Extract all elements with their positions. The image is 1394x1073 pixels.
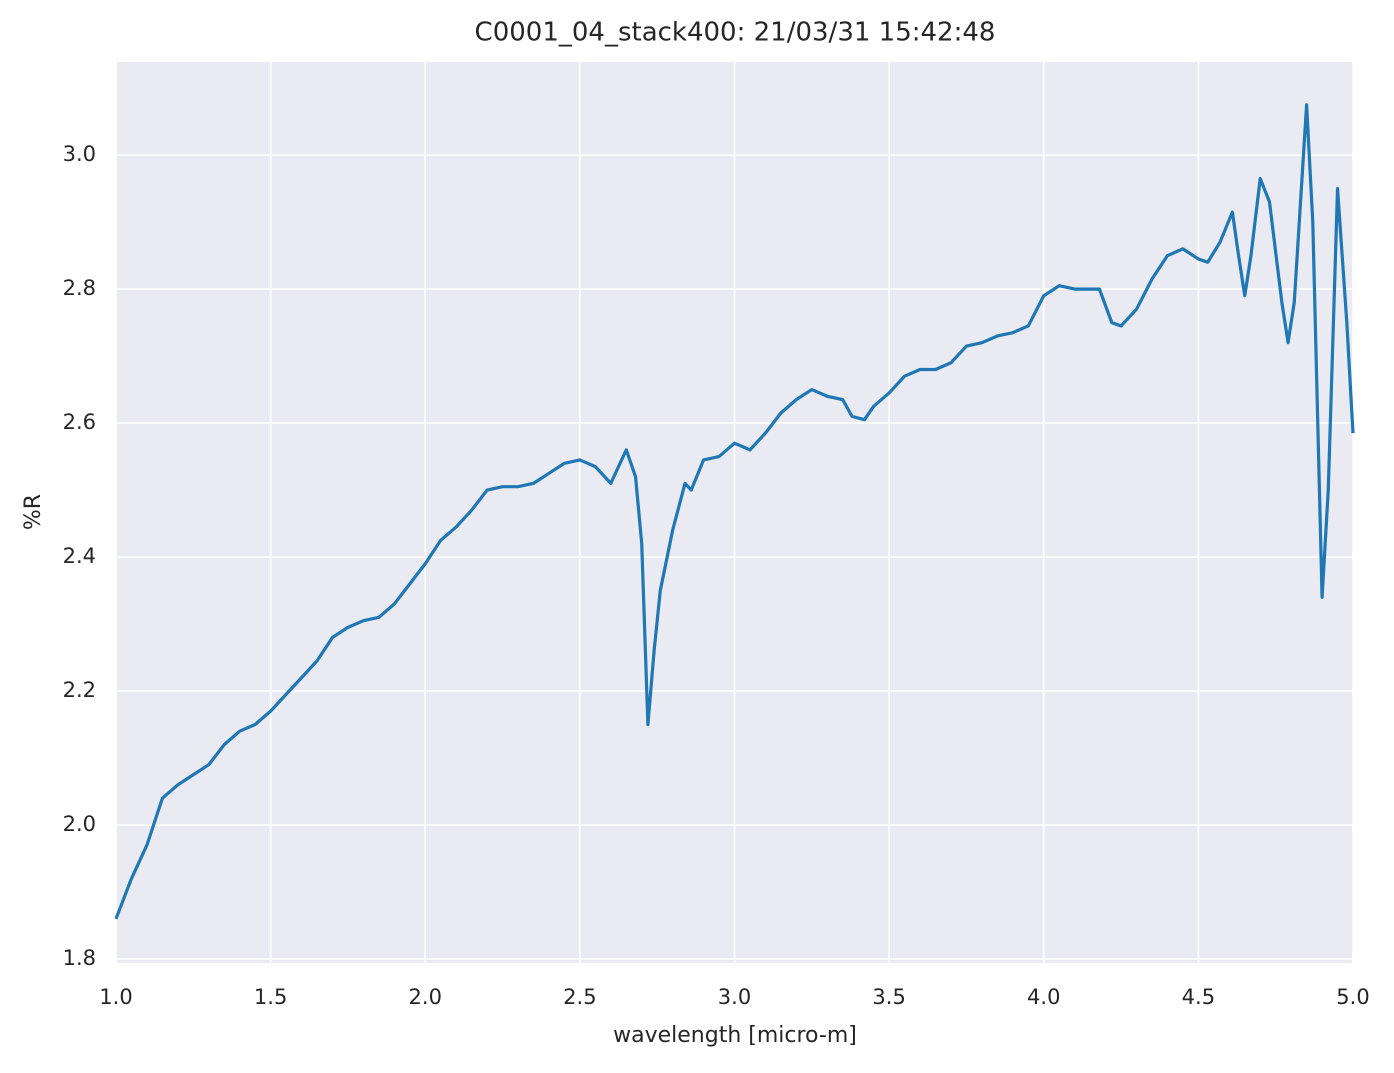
y-tick-label: 3.0 (63, 142, 96, 166)
x-tick-label: 3.5 (872, 985, 905, 1009)
x-axis-label: wavelength [micro-m] (613, 1023, 857, 1048)
y-tick-label: 2.6 (63, 410, 96, 434)
chart-title: C0001_04_stack400: 21/03/31 15:42:48 (475, 18, 996, 48)
x-tick-label: 2.0 (409, 985, 442, 1009)
y-tick-label: 1.8 (63, 946, 96, 970)
x-tick-label: 5.0 (1336, 985, 1369, 1009)
data-line (114, 103, 1355, 920)
y-tick-label: 2.2 (63, 678, 96, 702)
x-tick-label: 1.0 (99, 985, 132, 1009)
x-tick-label: 1.5 (254, 985, 287, 1009)
x-tick-label: 3.0 (718, 985, 751, 1009)
x-tick-label: 4.0 (1027, 985, 1060, 1009)
y-tick-label: 2.0 (63, 812, 96, 836)
y-axis-label: %R (21, 494, 46, 530)
y-tick-label: 2.4 (63, 544, 96, 568)
x-tick-label: 2.5 (563, 985, 596, 1009)
y-tick-label: 2.8 (63, 276, 96, 300)
x-tick-label: 4.5 (1182, 985, 1215, 1009)
